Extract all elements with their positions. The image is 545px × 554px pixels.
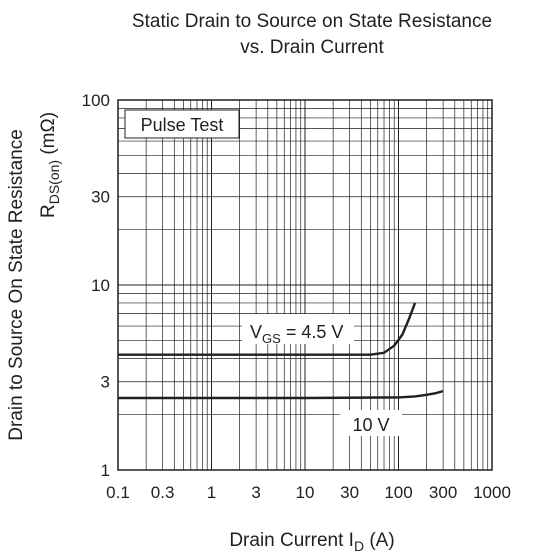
x-tick-label: 30	[340, 483, 359, 502]
y-axis-label-text: Drain to Source On State Resistance	[6, 129, 27, 441]
y-axis-symbol: R	[38, 204, 59, 218]
x-axis-label: Drain Current ID (A)	[229, 530, 394, 554]
series-label-vgs45-tail: = 4.5 V	[281, 322, 344, 342]
annotation-text: Pulse Test	[141, 115, 224, 135]
series-label-bg-vgs45	[242, 314, 354, 344]
x-tick-label: 1	[207, 483, 216, 502]
x-axis-label-text: Drain Current	[229, 530, 344, 551]
chart-title-line1: Static Drain to Source on State Resistan…	[132, 11, 492, 32]
y-tick-label: 1	[101, 461, 110, 480]
series-label-vgs45: VGS = 4.5 V	[250, 322, 343, 346]
x-tick-label: 3	[251, 483, 260, 502]
chart-title-line2: vs. Drain Current	[240, 37, 384, 58]
x-axis-unit: (A)	[369, 530, 394, 551]
series-layer	[118, 302, 444, 400]
series-line-0	[118, 302, 417, 356]
y-axis-symbol-sub: DS(on)	[46, 160, 62, 204]
y-tick-label: 30	[91, 188, 110, 207]
x-tick-label: 0.3	[151, 483, 175, 502]
series-label-bg-10v	[340, 410, 402, 436]
x-tick-label: 100	[384, 483, 412, 502]
series-label-10v: 10 V	[352, 415, 389, 435]
tick-labels: 0.1 0.3 1 3 10 30 100 300 1000 1 3 10 30 100	[82, 91, 511, 502]
y-tick-label: 10	[91, 276, 110, 295]
series-line-1	[118, 389, 444, 400]
x-axis-symbol: I	[349, 530, 354, 551]
y-tick-label: 100	[82, 91, 110, 110]
grid	[118, 100, 492, 470]
y-axis-symbol-label: RDS(on) (mΩ)	[38, 112, 62, 218]
x-tick-label: 1000	[473, 483, 511, 502]
y-tick-label: 3	[101, 373, 110, 392]
y-axis-unit: (mΩ)	[38, 112, 59, 155]
annotation-box	[124, 109, 240, 139]
x-tick-label: 0.1	[106, 483, 130, 502]
y-axis-label: Drain to Source On State Resistance	[6, 129, 27, 441]
x-tick-label: 10	[296, 483, 315, 502]
series-label-vgs45-sub: GS	[262, 331, 281, 346]
x-tick-label: 300	[429, 483, 457, 502]
plot-frame	[117, 99, 493, 471]
series-label-vgs45-main: V	[250, 322, 262, 342]
x-axis-symbol-sub: D	[354, 538, 364, 554]
